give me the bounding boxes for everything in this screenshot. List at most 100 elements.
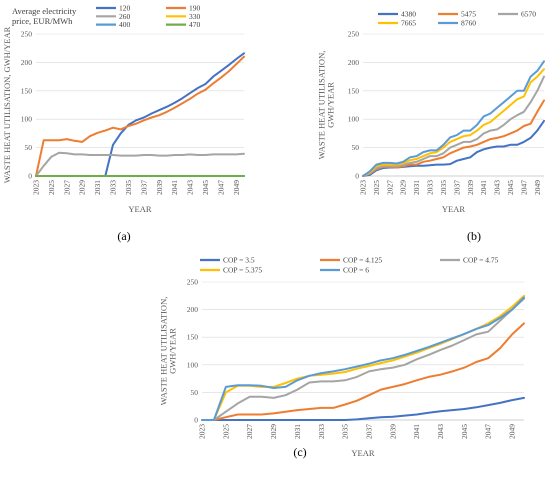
panel-b-chart: 0 50 100 150 200 250 2023 2025 2027 2029 2031 2033 2…	[316, 10, 545, 243]
x-tick-label: 2027	[245, 424, 254, 439]
x-tick-label: 2049	[508, 424, 517, 439]
legend-entry: COP = 6	[343, 266, 369, 275]
x-tick-label: 2045	[460, 424, 469, 439]
x-tick-label: 2029	[78, 180, 87, 195]
y-tick-label: 50	[191, 388, 199, 397]
y-tick-label: 0	[194, 416, 198, 425]
x-tick-label: 2031	[93, 180, 102, 195]
y-tick-label: 50	[25, 143, 33, 152]
x-tick-label: 2047	[484, 424, 493, 439]
x-tick-label: 2043	[186, 180, 195, 195]
x-tick-label: 2031	[412, 180, 421, 195]
y-tick-label: 0	[28, 172, 32, 181]
y-tick-label: 250	[187, 278, 199, 287]
series-line-2	[201, 297, 525, 421]
legend-entry: COP = 3.5	[223, 256, 255, 265]
series-line-1	[35, 55, 245, 177]
x-tick-label: 2039	[155, 180, 164, 195]
legend-entry: 6570	[521, 10, 536, 19]
panel-a-chart: 0 50 100 150 200 250 2023 2025 2027 2029 2031 2033 2…	[2, 4, 245, 243]
y-tick-label: 150	[21, 86, 33, 95]
x-tick-label: 2023	[359, 180, 368, 195]
series-line-2	[362, 75, 545, 177]
y-tick-label: 50	[352, 143, 360, 152]
x-axis-label: YEAR	[351, 448, 374, 458]
legend-entry: 5475	[461, 10, 476, 19]
x-tick-label: 2033	[109, 180, 118, 195]
legend-entry: COP = 4.75	[463, 256, 499, 265]
x-tick-label: 2025	[372, 180, 381, 195]
x-tick-label: 2049	[533, 180, 542, 195]
panel-caption: (b)	[467, 229, 481, 243]
legend-entry: 470	[189, 20, 201, 29]
x-tick-label: 2041	[479, 180, 488, 195]
y-tick-label: 150	[348, 86, 360, 95]
x-tick-label: 2037	[452, 180, 461, 195]
series-line-3	[362, 68, 545, 177]
panel-caption: (a)	[117, 229, 130, 243]
y-tick-label: 100	[21, 115, 33, 124]
x-tick-label: 2037	[364, 424, 373, 439]
y-axis-label: WASTE HEAT UTILISATION,GWH/YEAR	[158, 297, 177, 406]
x-tick-label: 2049	[232, 180, 241, 195]
y-axis-label: WASTE HEAT UTILISATION, GWH/YEAR	[2, 26, 12, 183]
y-tick-label: 150	[187, 333, 199, 342]
x-tick-label: 2043	[493, 180, 502, 195]
y-tick-label: 200	[187, 305, 199, 314]
series-line-4	[201, 296, 525, 421]
series-line-0	[35, 52, 245, 177]
y-axis-label: WASTE HEAT UTILISATION,GWH/YEAR	[316, 51, 335, 160]
x-axis-label: YEAR	[442, 204, 465, 214]
x-tick-label: 2035	[124, 180, 133, 195]
x-axis-label: YEAR	[128, 204, 151, 214]
x-tick-label: 2033	[317, 424, 326, 439]
legend-entry: COP = 4.125	[343, 256, 382, 265]
x-tick-label: 2045	[201, 180, 210, 195]
legend-entry: 7665	[401, 19, 416, 28]
x-tick-label: 2025	[221, 424, 230, 439]
x-tick-label: 2029	[399, 180, 408, 195]
y-tick-label: 100	[187, 360, 199, 369]
x-tick-label: 2041	[412, 424, 421, 439]
legend-title: Average electricity price, EUR/MWh	[12, 6, 77, 26]
legend-entry: 4380	[401, 10, 416, 19]
x-tick-label: 2031	[293, 424, 302, 439]
series-line-3	[201, 294, 525, 421]
series-line-4	[362, 60, 545, 177]
x-tick-label: 2047	[519, 180, 528, 195]
y-tick-label: 200	[21, 58, 33, 67]
legend-entry: 8760	[461, 19, 476, 28]
x-tick-label: 2027	[385, 180, 394, 195]
x-tick-label: 2039	[466, 180, 475, 195]
x-tick-label: 2025	[47, 180, 56, 195]
x-tick-label: 2035	[341, 424, 350, 439]
x-tick-label: 2037	[139, 180, 148, 195]
x-tick-label: 2039	[388, 424, 397, 439]
x-tick-label: 2027	[62, 180, 71, 195]
series-line-1	[201, 322, 525, 421]
y-tick-label: 250	[21, 30, 33, 39]
legend-entry: 330	[189, 12, 201, 21]
x-tick-label: 2023	[32, 180, 41, 195]
x-tick-label: 2041	[170, 180, 179, 195]
y-tick-label: 200	[348, 58, 360, 67]
legend-entry: COP = 5.375	[223, 266, 262, 275]
x-tick-label: 2045	[506, 180, 515, 195]
x-tick-label: 2047	[216, 180, 225, 195]
panel-caption: (c)	[293, 445, 306, 459]
y-tick-label: 100	[348, 115, 360, 124]
legend-entry: 260	[119, 12, 131, 21]
x-tick-label: 2029	[269, 424, 278, 439]
y-tick-label: 250	[348, 30, 360, 39]
x-tick-label: 2033	[426, 180, 435, 195]
series-line-0	[201, 396, 525, 421]
series-line-2	[35, 151, 245, 177]
legend-entry: 120	[119, 4, 131, 13]
legend-entry: 400	[119, 20, 131, 29]
x-tick-label: 2023	[198, 424, 207, 439]
y-tick-label: 0	[355, 172, 359, 181]
panel-c-chart: 0 50 100 150 200 250 2023 2025 2027 2029 2031 2033 2…	[158, 256, 525, 459]
x-tick-label: 2035	[439, 180, 448, 195]
x-tick-label: 2043	[436, 424, 445, 439]
